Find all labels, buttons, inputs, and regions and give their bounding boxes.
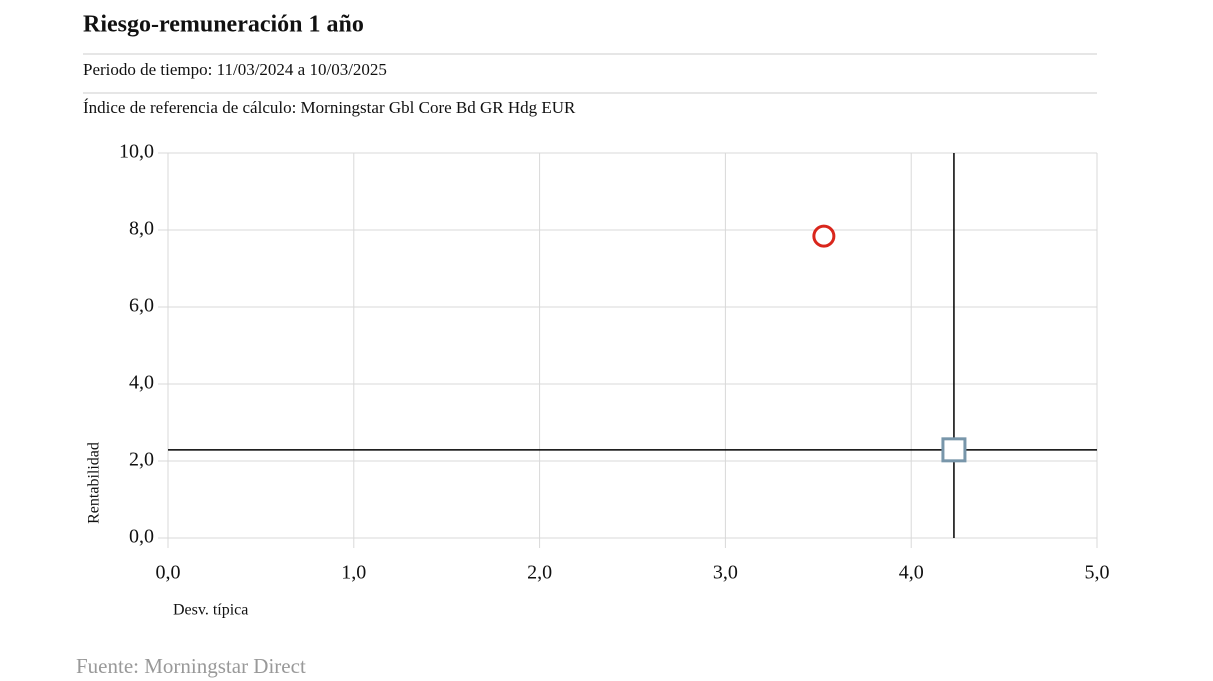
y-tick-label: 0,0 <box>129 526 154 548</box>
point <box>941 437 967 463</box>
benchmark-note: Índice de referencia de cálculo: Morning… <box>83 98 576 117</box>
x-tick-label: 0,0 <box>156 562 181 584</box>
point <box>812 224 836 248</box>
y-tick-label: 6,0 <box>129 295 154 317</box>
x-axis-label: Desv. típica <box>173 602 248 619</box>
x-tick-label: 5,0 <box>1085 562 1110 584</box>
source: Fuente: Morningstar Direct <box>76 654 306 678</box>
x-tick-label: 3,0 <box>713 562 738 584</box>
y-tick-label: 8,0 <box>129 218 154 240</box>
x-tick-label: 4,0 <box>899 562 924 584</box>
y-tick-label: 4,0 <box>129 372 154 394</box>
y-tick-label: 10,0 <box>119 141 154 163</box>
x-tick-label: 1,0 <box>341 562 366 584</box>
y-axis-label: Rentabilidad <box>86 442 103 524</box>
y-tick-label: 2,0 <box>129 449 154 471</box>
subtitle: Periodo de tiempo: 11/03/2024 a 10/03/20… <box>83 60 387 79</box>
x-tick-label: 2,0 <box>527 562 552 584</box>
chart-title: Riesgo-remuneración 1 año <box>83 12 364 38</box>
